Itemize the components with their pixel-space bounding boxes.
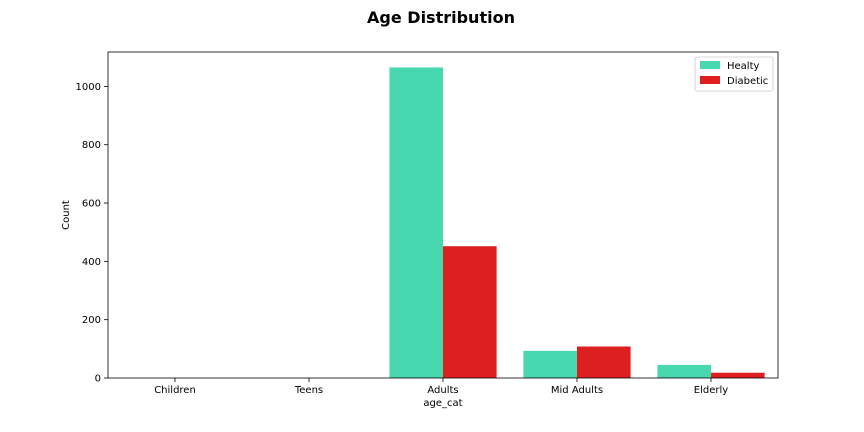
y-tick-label: 200 [82,315,101,326]
x-tick-label: Adults [427,385,458,396]
plot-frame [107,51,779,379]
bar-diabetic-adults [443,246,497,378]
bar-healty-mid-adults [523,350,577,378]
y-axis: 0 200 400 600 800 1000 [76,82,108,385]
bar-diabetic-mid-adults [577,346,631,378]
x-tick-label: Elderly [694,385,728,396]
y-tick-label: 800 [82,140,101,151]
legend-label-healty: Healty [727,61,759,72]
bar-healty-adults [389,67,443,378]
legend: Healty Diabetic [694,56,774,92]
y-axis-label: Count [61,200,72,230]
chart-title: Age Distribution [367,8,515,27]
bar-diabetic-elderly [711,372,765,378]
legend-label-diabetic: Diabetic [727,76,768,87]
x-axis: Children Teens Adults Mid Adults Elderly [154,378,728,396]
bar-healty-elderly [657,364,711,378]
x-tick-label: Children [154,385,196,396]
x-tick-label: Teens [294,385,323,396]
y-tick-label: 600 [82,199,101,210]
x-tick-label: Mid Adults [551,385,603,396]
y-tick-label: 0 [95,374,101,385]
legend-swatch-healty [700,61,720,69]
bars-group [389,67,765,378]
y-tick-label: 400 [82,257,101,268]
y-tick-label: 1000 [76,82,101,93]
legend-swatch-diabetic [700,76,720,84]
x-axis-label: age_cat [423,398,462,409]
